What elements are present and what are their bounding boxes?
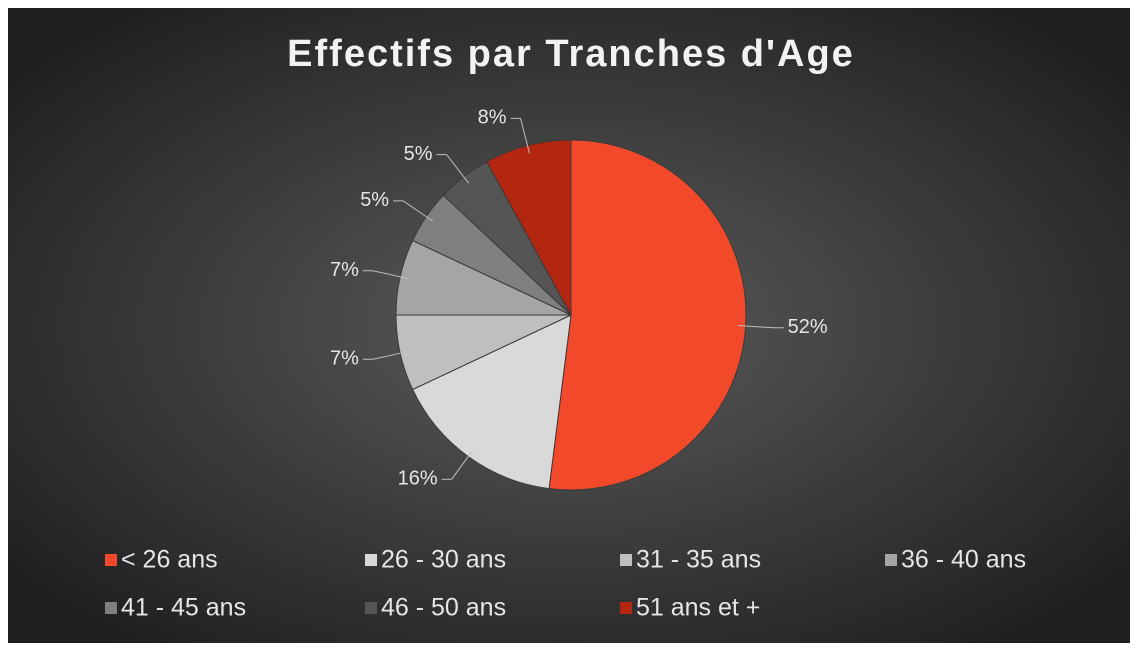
legend-swatch [365, 602, 377, 614]
legend-label: 31 - 35 ans [636, 546, 761, 574]
legend-swatch [365, 554, 377, 566]
leader-line [436, 154, 470, 184]
data-label: 16% [398, 468, 438, 490]
leader-line [441, 449, 474, 480]
legend-label: < 26 ans [121, 546, 218, 574]
leader-line [510, 117, 530, 154]
leader-line [362, 350, 409, 360]
legend-label: 46 - 50 ans [381, 594, 506, 622]
legend-swatch [105, 554, 117, 566]
data-label: 52% [788, 316, 828, 338]
data-label: 7% [330, 259, 359, 281]
legend-swatch [885, 554, 897, 566]
legend-label: 51 ans et + [636, 594, 760, 622]
legend-swatch [620, 602, 632, 614]
data-label: 7% [330, 348, 359, 370]
legend-label: 26 - 30 ans [381, 546, 506, 574]
data-label: 5% [360, 189, 389, 211]
legend-swatch [620, 554, 632, 566]
data-label: 5% [404, 143, 433, 165]
leader-line [393, 200, 434, 222]
leader-line [362, 270, 409, 280]
legend-swatch [105, 602, 117, 614]
leader-line [737, 324, 784, 329]
legend-label: 36 - 40 ans [901, 546, 1026, 574]
legend-label: 41 - 45 ans [121, 594, 246, 622]
chart-title: Effectifs par Tranches d'Age [287, 33, 855, 75]
data-label: 8% [478, 107, 507, 129]
